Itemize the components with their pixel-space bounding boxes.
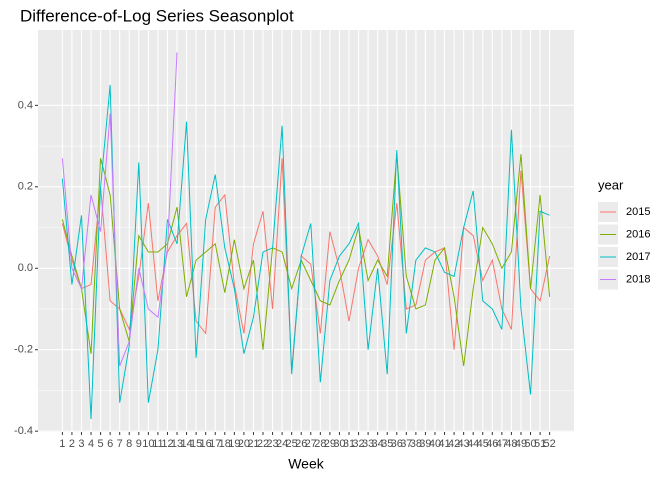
x-tick-label: 47 [496, 438, 508, 450]
x-tick-label: 24 [276, 438, 288, 450]
x-tick-label: 1 [59, 438, 65, 450]
x-tick-label: 15 [190, 438, 202, 450]
x-tick-label: 45 [477, 438, 489, 450]
x-tick-label: 30 [333, 438, 345, 450]
y-tick-label: 0.0 [18, 262, 33, 274]
x-tick-label: 7 [117, 438, 123, 450]
x-axis-title: Week [288, 456, 325, 472]
x-tick-label: 9 [136, 438, 142, 450]
x-tick-label: 50 [524, 438, 536, 450]
x-tick-label: 18 [219, 438, 231, 450]
x-tick-label: 10 [142, 438, 154, 450]
y-tick-label: -0.4 [14, 425, 33, 437]
x-tick-label: 39 [419, 438, 431, 450]
x-tick-label: 46 [486, 438, 498, 450]
x-tick-label: 13 [171, 438, 183, 450]
x-tick-label: 34 [372, 438, 384, 450]
x-tick-label: 49 [515, 438, 527, 450]
x-tick-label: 25 [286, 438, 298, 450]
x-tick-label: 38 [410, 438, 422, 450]
legend-label: 2016 [626, 228, 650, 240]
x-tick-label: 2 [69, 438, 75, 450]
x-tick-label: 32 [352, 438, 364, 450]
x-tick-label: 51 [534, 438, 546, 450]
x-tick-label: 48 [505, 438, 517, 450]
x-tick-label: 44 [467, 438, 479, 450]
x-tick-label: 17 [209, 438, 221, 450]
x-tick-label: 6 [107, 438, 113, 450]
x-tick-label: 41 [438, 438, 450, 450]
x-tick-label: 31 [343, 438, 355, 450]
x-tick-label: 21 [247, 438, 259, 450]
y-tick-label: 0.2 [18, 181, 33, 193]
legend-label: 2018 [626, 273, 650, 285]
x-tick-label: 40 [429, 438, 441, 450]
x-tick-label: 37 [400, 438, 412, 450]
series-line [61, 158, 551, 371]
legend-title: year [598, 177, 624, 192]
x-tick-label: 16 [200, 438, 212, 450]
x-tick-label: 22 [257, 438, 269, 450]
x-tick-label: 26 [295, 438, 307, 450]
x-tick-label: 3 [78, 438, 84, 450]
x-tick-label: 42 [448, 438, 460, 450]
x-tick-label: 14 [180, 438, 192, 450]
x-tick-label: 11 [152, 438, 163, 450]
x-tick-label: 5 [98, 438, 104, 450]
series-line [61, 154, 551, 367]
x-tick-label: 33 [362, 438, 374, 450]
x-tick-label: 12 [161, 438, 173, 450]
x-tick-label: 52 [544, 438, 556, 450]
legend-label: 2015 [626, 206, 650, 218]
x-tick-label: 20 [238, 438, 250, 450]
x-tick-label: 36 [391, 438, 403, 450]
x-tick-label: 29 [324, 438, 336, 450]
y-tick-label: -0.2 [14, 344, 33, 356]
x-tick-label: 27 [305, 438, 317, 450]
x-tick-label: 43 [458, 438, 470, 450]
y-tick-label: 0.4 [18, 99, 33, 111]
x-tick-label: 23 [266, 438, 278, 450]
legend-label: 2017 [626, 251, 650, 263]
x-tick-label: 4 [88, 438, 94, 450]
series-line [61, 52, 178, 367]
x-tick-label: 35 [381, 438, 393, 450]
chart-title: Difference-of-Log Series Seasonplot [20, 6, 294, 25]
x-tick-label: 19 [228, 438, 240, 450]
x-tick-label: 28 [314, 438, 326, 450]
x-tick-label: 8 [126, 438, 132, 450]
series-line [61, 84, 550, 419]
